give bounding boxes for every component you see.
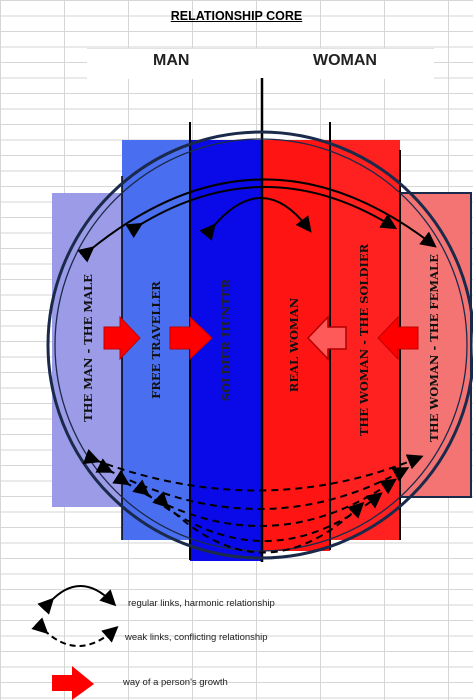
core-circle-inner [54,138,468,552]
solid-arc-icon [37,585,117,615]
header-man: MAN [153,52,190,69]
core-circle-outer [46,130,473,560]
header-band [87,48,434,79]
label-free-traveller: FREE TRAVELLER [149,281,163,399]
legend-growth: way of a person's growth [123,677,228,688]
legend-regular-links: regular links, harmonic relationship [128,598,275,609]
diagram-title: RELATIONSHIP CORE [170,9,303,23]
red-arrow-icon [52,666,94,700]
growth-arrow-icon [169,315,213,361]
label-the-woman-the-soldier: THE WOMAN - THE SOLDIER [357,243,371,436]
label-real-woman: REAL WOMAN [287,297,301,392]
regular-link-arc [199,197,312,241]
label-the-woman-the-female: THE WOMAN - THE FEMALE [427,254,441,442]
label-soldier-hunter: SOLDIER HUNTER [219,278,233,401]
regular-link-arc [125,186,398,239]
header-woman: WOMAN [313,52,377,69]
growth-arrow-icon [103,315,141,361]
growth-arrow-icon [306,315,347,361]
label-the-man-the-male: THE MAN - THE MALE [81,274,95,422]
growth-arrow-icon [377,315,419,361]
legend-weak-links: weak links, conflicting relationship [125,632,268,643]
weak-link-arc [152,491,365,554]
dashed-arc-icon [31,617,119,647]
